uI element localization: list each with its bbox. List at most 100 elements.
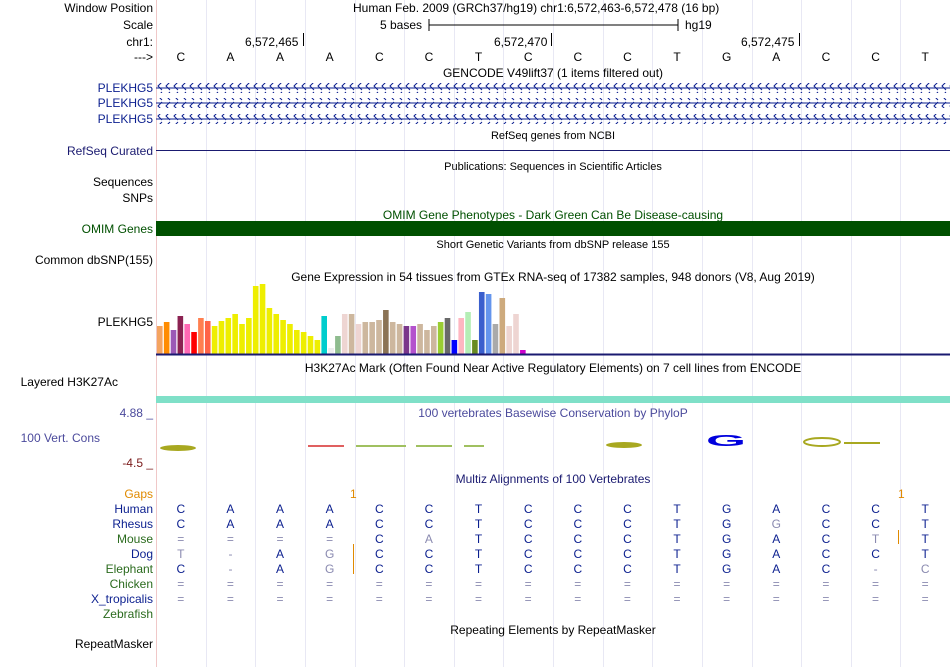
aligned-base: = bbox=[326, 577, 334, 591]
gtex-tissue-bar bbox=[246, 318, 252, 354]
gtex-tissue-bar bbox=[355, 324, 362, 354]
aligned-base: C bbox=[573, 532, 583, 546]
gtex-tissue-bar bbox=[225, 318, 232, 354]
aligned-base: A bbox=[276, 547, 285, 561]
gtex-tissue-bar bbox=[417, 324, 423, 354]
gtex-tissue-bar bbox=[458, 318, 464, 354]
species-label[interactable]: Chicken bbox=[109, 577, 153, 591]
aligned-base: T bbox=[921, 547, 929, 561]
base: C bbox=[623, 50, 632, 64]
species-label[interactable]: Zebrafish bbox=[102, 607, 153, 621]
gencode-item-label[interactable]: PLEKHG5 bbox=[97, 96, 153, 110]
gtex-tissue-bar bbox=[163, 322, 170, 354]
h3k27ac-label[interactable]: Layered H3K27Ac bbox=[20, 375, 118, 389]
aligned-base: C bbox=[821, 517, 831, 531]
aligned-base: - bbox=[228, 562, 233, 576]
aligned-base: C bbox=[821, 532, 831, 546]
aligned-base: C bbox=[424, 502, 434, 516]
h3k27ac-title[interactable]: H3K27Ac Mark (Often Found Near Active Re… bbox=[304, 361, 802, 375]
aligned-base: A bbox=[772, 502, 781, 516]
aligned-base: G bbox=[722, 532, 732, 546]
aligned-base: = bbox=[524, 592, 532, 606]
dbsnp-title[interactable]: Short Genetic Variants from dbSNP releas… bbox=[436, 239, 670, 251]
gtex-tissue-bar bbox=[465, 312, 471, 354]
aligned-base: A bbox=[276, 562, 285, 576]
gtex-tissue-bar bbox=[437, 322, 444, 354]
aligned-base: = bbox=[177, 592, 185, 606]
gtex-tissue-bar bbox=[170, 330, 177, 354]
h3k27ac-signal-bar[interactable] bbox=[156, 396, 950, 403]
aligned-base: = bbox=[772, 592, 780, 606]
coord-tick-1: 6,572,465 bbox=[245, 35, 299, 49]
species-label[interactable]: X_tropicalis bbox=[90, 592, 153, 606]
aligned-base: = bbox=[425, 577, 433, 591]
aligned-base: G bbox=[722, 502, 732, 516]
dbsnp-label[interactable]: Common dbSNP(155) bbox=[34, 253, 153, 267]
window-position-label: Window Position bbox=[64, 1, 153, 15]
omim-label[interactable]: OMIM Genes bbox=[81, 222, 153, 236]
aligned-base: = bbox=[524, 577, 532, 591]
species-label[interactable]: Elephant bbox=[105, 562, 153, 576]
aligned-base: = bbox=[723, 592, 731, 606]
aligned-base: C bbox=[821, 502, 831, 516]
aligned-base: C bbox=[176, 502, 186, 516]
snps-label[interactable]: SNPs bbox=[122, 191, 153, 205]
aligned-base: C bbox=[523, 562, 533, 576]
conservation-title[interactable]: 100 vertebrates Basewise Conservation by… bbox=[418, 406, 688, 420]
base: C bbox=[176, 50, 186, 64]
gencode-item-label[interactable]: PLEKHG5 bbox=[97, 112, 153, 126]
aligned-base: = bbox=[226, 577, 234, 591]
omim-phenotype-bar[interactable] bbox=[156, 221, 950, 236]
gaps-label[interactable]: Gaps bbox=[124, 487, 153, 501]
gtex-tissue-bar bbox=[410, 326, 417, 354]
gtex-bar-chart[interactable] bbox=[156, 283, 950, 358]
aligned-base: T bbox=[673, 532, 681, 546]
base: T bbox=[673, 50, 681, 64]
aligned-base: = bbox=[921, 592, 929, 606]
gtex-tissue-bar bbox=[198, 318, 204, 354]
aligned-base: = bbox=[326, 592, 334, 606]
refseq-label[interactable]: RefSeq Curated bbox=[66, 144, 153, 158]
species-label[interactable]: Dog bbox=[130, 547, 153, 561]
aligned-base: C bbox=[374, 502, 384, 516]
gtex-tissue-bar bbox=[287, 324, 293, 354]
aligned-base: T bbox=[673, 547, 681, 561]
species-label[interactable]: Rhesus bbox=[112, 517, 153, 531]
refseq-gene-line[interactable] bbox=[156, 150, 950, 151]
aligned-base: C bbox=[871, 547, 880, 561]
repeatmasker-label[interactable]: RepeatMasker bbox=[74, 637, 153, 651]
conservation-logo[interactable]: G bbox=[156, 428, 950, 458]
gtex-tissue-bar bbox=[273, 314, 280, 354]
aligned-base: = bbox=[623, 592, 631, 606]
gtex-tissue-bar bbox=[389, 322, 396, 354]
base: A bbox=[276, 50, 285, 64]
aligned-base: C bbox=[573, 547, 583, 561]
gtex-title[interactable]: Gene Expression in 54 tissues from GTEx … bbox=[291, 270, 815, 284]
repeatmasker-title[interactable]: Repeating Elements by RepeatMasker bbox=[450, 623, 656, 637]
gtex-tissue-bar bbox=[184, 324, 190, 354]
aligned-base: A bbox=[276, 517, 285, 531]
gencode-item-label[interactable]: PLEKHG5 bbox=[97, 81, 153, 95]
aligned-base: = bbox=[822, 592, 830, 606]
gencode-gene-lines[interactable] bbox=[156, 81, 950, 127]
aligned-base: = bbox=[872, 577, 880, 591]
species-label[interactable]: Human bbox=[114, 502, 153, 516]
aligned-base: C bbox=[424, 547, 434, 561]
publications-title[interactable]: Publications: Sequences in Scientific Ar… bbox=[444, 161, 662, 173]
gencode-title[interactable]: GENCODE V49lift37 (1 items filtered out) bbox=[442, 66, 664, 80]
gtex-tissue-bar bbox=[321, 316, 327, 354]
aligned-base: T bbox=[177, 547, 185, 561]
aligned-base: A bbox=[226, 517, 235, 531]
aligned-base: G bbox=[722, 562, 732, 576]
omim-title[interactable]: OMIM Gene Phenotypes - Dark Green Can Be… bbox=[382, 208, 724, 222]
gtex-tissue-bar bbox=[431, 326, 437, 354]
base: C bbox=[871, 50, 880, 64]
aligned-base: = bbox=[276, 577, 284, 591]
species-label[interactable]: Mouse bbox=[116, 532, 153, 546]
conservation-label[interactable]: 100 Vert. Cons bbox=[20, 431, 100, 445]
multiz-title[interactable]: Multiz Alignments of 100 Vertebrates bbox=[455, 472, 651, 486]
refseq-title[interactable]: RefSeq genes from NCBI bbox=[490, 130, 616, 142]
sequences-label[interactable]: Sequences bbox=[92, 175, 153, 189]
gtex-gene-label[interactable]: PLEKHG5 bbox=[97, 315, 153, 329]
strand-label: ---> bbox=[134, 50, 153, 64]
